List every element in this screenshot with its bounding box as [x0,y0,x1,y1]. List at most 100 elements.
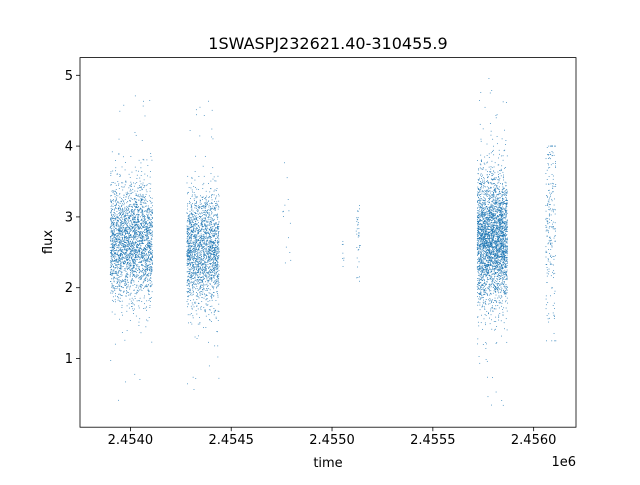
data-point [206,211,208,213]
data-point [146,231,148,233]
data-point [150,300,151,302]
data-point [481,233,483,235]
data-point [210,263,212,265]
data-point [140,183,142,185]
data-point [115,170,116,172]
data-point [147,223,149,224]
data-point [199,231,201,232]
data-point [115,160,116,161]
data-point [117,268,119,270]
data-point [133,230,135,232]
data-point [138,200,140,201]
data-point [141,222,143,224]
data-point [142,232,143,234]
data-point [144,219,146,221]
data-point [126,245,128,247]
data-point [193,198,195,200]
data-point [145,225,147,227]
data-point [141,200,142,201]
data-point [217,282,219,284]
data-point [190,321,192,323]
data-point [121,261,123,263]
data-point [214,249,216,251]
data-point [217,205,219,207]
data-point [188,255,189,257]
data-point [128,235,129,237]
data-point [215,214,217,216]
data-point [120,261,122,262]
data-point [187,250,189,251]
data-point [132,191,134,193]
data-point [119,173,121,175]
data-point [203,175,205,177]
data-point [494,266,496,268]
data-point [149,246,151,248]
data-point [218,255,219,256]
data-point [146,267,148,268]
data-point [187,208,188,210]
data-point [215,266,217,268]
data-point [193,242,194,244]
data-point [121,226,123,228]
data-point [506,102,507,103]
data-point [206,290,208,291]
data-point [192,286,194,287]
data-point [139,227,141,229]
data-point [124,218,125,220]
data-point [504,255,505,256]
data-point [149,278,150,280]
data-point [112,231,114,233]
data-point [123,291,125,293]
data-point [112,278,114,280]
data-point [187,303,189,305]
data-point [189,252,191,253]
data-point [506,226,508,227]
data-point [211,196,212,198]
data-point [215,318,217,319]
data-point [125,262,126,263]
data-point [142,206,144,208]
data-point [140,186,142,188]
data-point [146,268,148,269]
data-point [134,218,136,220]
data-point [110,219,112,220]
data-point [148,241,150,243]
data-point [113,242,115,243]
data-point [119,218,121,220]
data-point [489,244,491,246]
data-point [206,253,208,254]
data-point [192,224,194,226]
data-point [211,271,213,273]
data-point [119,225,121,227]
data-point [116,235,117,237]
data-point [188,223,190,225]
data-point [199,257,200,259]
data-point [120,209,122,210]
data-point [137,219,139,220]
data-point [143,273,144,275]
data-point [121,245,123,247]
data-point [151,259,152,261]
data-point [202,205,204,206]
data-point [217,310,219,312]
data-point [478,168,479,170]
data-point [139,248,140,250]
data-point [131,211,132,213]
data-point [116,211,118,212]
data-point [128,237,130,239]
data-point [143,268,145,270]
data-point [214,262,216,264]
data-point [191,208,193,210]
data-point [216,230,218,232]
data-point [121,216,122,218]
data-point [138,199,140,201]
data-point [201,280,203,282]
data-point [192,214,193,216]
data-point [200,252,202,254]
data-point [110,257,112,259]
data-point [146,224,148,226]
data-point [199,206,201,208]
data-point [209,258,211,260]
data-point [110,360,112,361]
data-point [148,229,150,231]
